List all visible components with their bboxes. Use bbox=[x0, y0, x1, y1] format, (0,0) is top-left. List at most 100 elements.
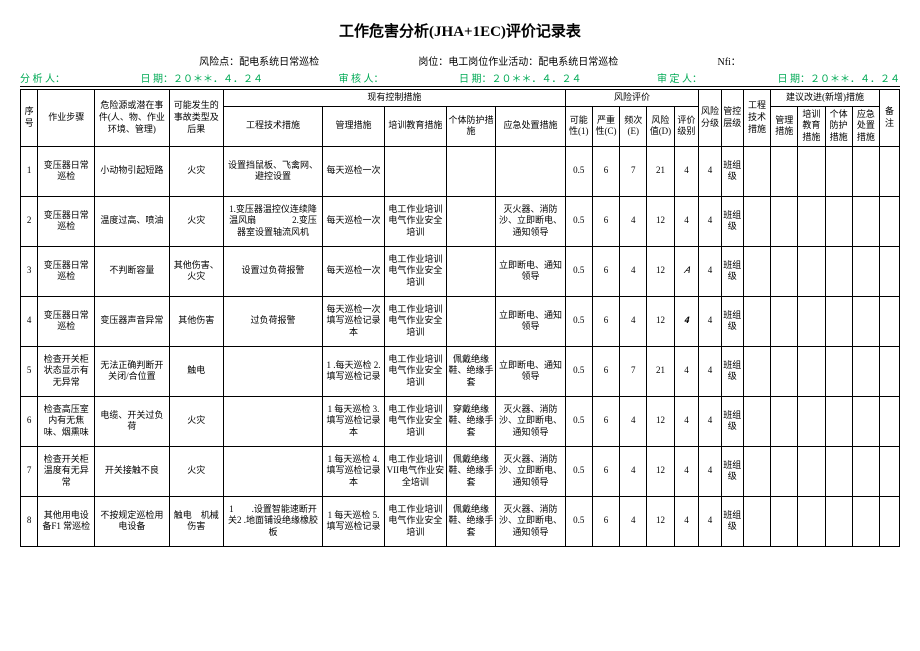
h-sug-ppe: 个体防护措施 bbox=[825, 106, 852, 146]
cell: 电工作业培训电气作业安全培训 bbox=[384, 396, 446, 446]
cell bbox=[825, 196, 852, 246]
cell: 0.5 bbox=[565, 396, 592, 446]
date3: ２０＊＊．４．２４ bbox=[810, 74, 900, 85]
cell bbox=[852, 146, 879, 196]
h-ppe: 个体防护措施 bbox=[446, 106, 496, 146]
cell bbox=[743, 346, 770, 396]
date2-label: 日 期： bbox=[459, 74, 492, 85]
cell bbox=[798, 246, 825, 296]
cell: 其他用电设备F1 常巡检 bbox=[38, 496, 95, 546]
table-row: 4变压器日常巡检变压器声音异常其他伤害过负荷报警每天巡检一次填写巡检记录本电工作… bbox=[21, 296, 900, 346]
h-sug-emer: 应急处置措施 bbox=[852, 106, 879, 146]
h-S: 严重性(C) bbox=[592, 106, 619, 146]
reviewer-label: 审 核 人： bbox=[339, 70, 384, 85]
h-mgmt: 管理措施 bbox=[323, 106, 385, 146]
cell: 0.5 bbox=[565, 246, 592, 296]
h-suggest: 建议改进(新增)措施 bbox=[771, 90, 880, 107]
cell: 2 bbox=[21, 196, 38, 246]
cell: 1.变压器温控仪连续降温风扇 2.变压器室设置轴流风机 bbox=[223, 196, 322, 246]
assessor-label: 审 定 人： bbox=[657, 70, 702, 85]
cell: 12 bbox=[647, 396, 674, 446]
cell bbox=[446, 246, 496, 296]
spacer bbox=[840, 53, 900, 68]
h-riskeval: 风险评价 bbox=[565, 90, 699, 107]
cell: 6 bbox=[592, 346, 619, 396]
spacer bbox=[20, 53, 100, 68]
cell bbox=[743, 246, 770, 296]
table-row: 6检查高压室内有无焦味、烟熏味电缆、开关过负荷火灾1 每天巡检 3.填写巡检记录… bbox=[21, 396, 900, 446]
cell: 无法正确判断开关闭/合位置 bbox=[95, 346, 169, 396]
h-hazard: 危险源或潜在事件(人、物、作业环境、管理) bbox=[95, 90, 169, 147]
cell: 4 bbox=[699, 346, 721, 396]
cell: 7 bbox=[21, 446, 38, 496]
cell bbox=[771, 346, 798, 396]
cell: 变压器日常巡检 bbox=[38, 146, 95, 196]
cell bbox=[852, 346, 879, 396]
h-emer: 应急处置措施 bbox=[496, 106, 565, 146]
cell: 立即断电、通知领导 bbox=[496, 246, 565, 296]
cell: 小动物引起短路 bbox=[95, 146, 169, 196]
cell: 灭火器、消防沙、立即断电、通知领导 bbox=[496, 496, 565, 546]
cell: 3 bbox=[21, 246, 38, 296]
cell: 4 bbox=[620, 396, 647, 446]
cell: 每天巡检一次 bbox=[323, 246, 385, 296]
cell: 灭火器、消防沙、立即断电、通知领导 bbox=[496, 446, 565, 496]
cell bbox=[384, 146, 446, 196]
h-ctrlgrade: 管控层级 bbox=[721, 90, 743, 147]
cell: 0.5 bbox=[565, 496, 592, 546]
cell: 立即断电、通知领导 bbox=[496, 296, 565, 346]
cell bbox=[825, 346, 852, 396]
cell: 开关接触不良 bbox=[95, 446, 169, 496]
cell: 班组级 bbox=[721, 496, 743, 546]
cell: 0.5 bbox=[565, 346, 592, 396]
cell: 不判断容量 bbox=[95, 246, 169, 296]
cell: 电工作业培训电气作业安全培训 bbox=[384, 246, 446, 296]
cell: 电工作业培训电气作业安全培训 bbox=[384, 346, 446, 396]
cell bbox=[771, 196, 798, 246]
cell: 火灾 bbox=[169, 146, 223, 196]
cell: 6 bbox=[21, 396, 38, 446]
cell: 4 bbox=[699, 196, 721, 246]
cell: 4 bbox=[674, 446, 699, 496]
h-level: 评价级别 bbox=[674, 106, 699, 146]
cell: 6 bbox=[592, 296, 619, 346]
cell bbox=[798, 396, 825, 446]
cell: 电工作业培训电气作业安全培训 bbox=[384, 196, 446, 246]
cell bbox=[771, 496, 798, 546]
nfi-label: Nfi： bbox=[717, 53, 740, 68]
table-row: 8其他用电设备F1 常巡检不按规定巡检用电设备触电 机械伤害1 .设置智能速断开… bbox=[21, 496, 900, 546]
h-eng2: 工程技术措施 bbox=[743, 90, 770, 147]
cell bbox=[223, 396, 322, 446]
cell bbox=[798, 446, 825, 496]
cell: 1 .设置智能速断开关2 .地面铺设绝缘橡胶板 bbox=[223, 496, 322, 546]
cell bbox=[743, 496, 770, 546]
cell bbox=[852, 446, 879, 496]
cell: 0.5 bbox=[565, 296, 592, 346]
post-label: 岗位： bbox=[418, 57, 448, 68]
cell: 4 bbox=[620, 246, 647, 296]
cell: 4 bbox=[674, 146, 699, 196]
cell: 6 bbox=[592, 446, 619, 496]
cell: 佩戴绝缘鞋、绝缘手套 bbox=[446, 446, 496, 496]
risk-point: 配电系统日常巡检 bbox=[239, 57, 319, 68]
cell bbox=[223, 446, 322, 496]
h-step: 作业步骤 bbox=[38, 90, 95, 147]
cell: 立即断电、通知领导 bbox=[496, 346, 565, 396]
cell bbox=[879, 446, 899, 496]
table-row: 3变压器日常巡检不判断容量其他伤害、火灾设置过负荷报警每天巡检一次电工作业培训电… bbox=[21, 246, 900, 296]
cell: 变压器日常巡检 bbox=[38, 296, 95, 346]
cell: 检查高压室内有无焦味、烟熏味 bbox=[38, 396, 95, 446]
table-row: 5检查开关柜状态显示有无异常无法正确判断开关闭/合位置触电1 .每天巡检 2.填… bbox=[21, 346, 900, 396]
cell: 8 bbox=[21, 496, 38, 546]
cell: 12 bbox=[647, 246, 674, 296]
cell: 变压器日常巡检 bbox=[38, 246, 95, 296]
cell bbox=[223, 346, 322, 396]
cell: 12 bbox=[647, 296, 674, 346]
cell: 变压器日常巡检 bbox=[38, 196, 95, 246]
cell: 4 bbox=[674, 496, 699, 546]
cell bbox=[771, 396, 798, 446]
cell: 4 bbox=[620, 446, 647, 496]
cell: 0.5 bbox=[565, 446, 592, 496]
cell bbox=[446, 146, 496, 196]
cell: 电工作业培训VII电气作业安全培训 bbox=[384, 446, 446, 496]
